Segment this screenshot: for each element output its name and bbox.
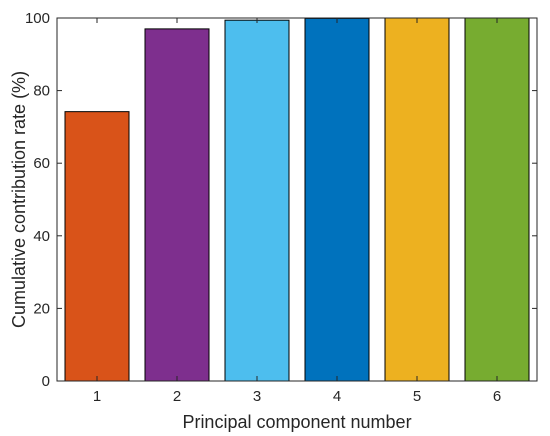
x-tick-label: 3: [253, 388, 261, 405]
x-axis: 1 2 3 4 5 6: [93, 18, 501, 405]
y-axis: 0 20 40 60 80 100: [25, 10, 537, 390]
x-tick-label: 5: [413, 388, 421, 405]
y-tick-label: 60: [33, 155, 50, 172]
y-axis-title: Cumulative contribution rate (%): [9, 71, 29, 328]
y-tick-label: 100: [25, 10, 50, 27]
x-tick-label: 4: [333, 388, 341, 405]
x-axis-title: Principal component number: [182, 412, 411, 432]
x-tick-label: 2: [173, 388, 181, 405]
bar-1: [64, 111, 130, 382]
axes-box: [56, 17, 538, 382]
y-tick-label: 80: [33, 83, 50, 100]
y-tick-label: 0: [42, 373, 50, 390]
bar-5: [384, 17, 450, 382]
y-tick-label: 20: [33, 300, 50, 317]
bar-2: [144, 28, 210, 382]
plot-area: [57, 18, 537, 381]
bar-4: [304, 17, 370, 382]
y-tick-label: 40: [33, 228, 50, 245]
bars-group: [64, 17, 530, 382]
bar-3: [224, 19, 290, 382]
bar-6: [464, 17, 530, 382]
x-tick-label: 1: [93, 388, 101, 405]
x-tick-label: 6: [493, 388, 501, 405]
